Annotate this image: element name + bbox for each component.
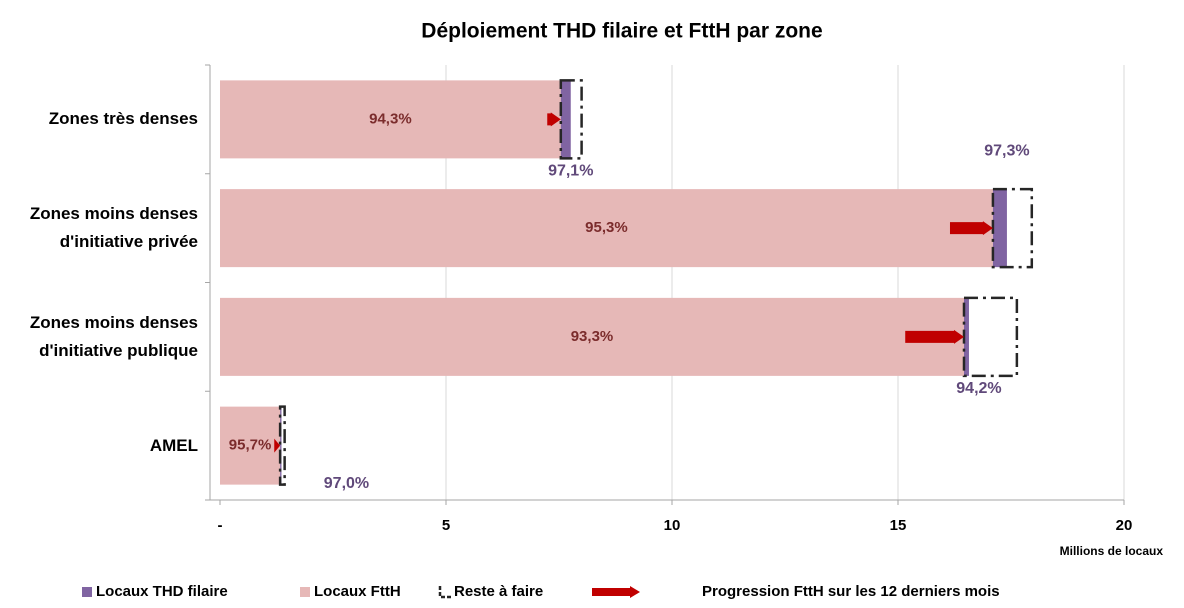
- y-tick-label: Zones moins denses d'initiative publique: [29, 312, 198, 360]
- x-tick-label: -: [218, 517, 223, 534]
- y-tick-label: Zones très denses: [48, 109, 198, 129]
- x-axis-label: Millions de locaux: [1060, 544, 1164, 558]
- legend-label: Progression FttH sur les 12 derniers moi…: [702, 583, 1000, 600]
- ftth-label: 93,3%: [571, 328, 614, 345]
- legend-label: Reste à faire: [454, 583, 543, 600]
- chart-title: Déploiement THD filaire et FttH par zone: [421, 20, 822, 43]
- bar-reste: [559, 79, 583, 160]
- legend-label: Locaux THD filaire: [96, 583, 228, 600]
- legend-icon: [300, 587, 310, 597]
- progression-arrow: [274, 438, 281, 453]
- ftth-label: 95,3%: [585, 219, 628, 236]
- progression-arrow: [905, 329, 964, 344]
- bar-thd: [992, 189, 1007, 268]
- bar-reste: [278, 405, 286, 486]
- y-tick-label: Zones moins denses d'initiative privée: [29, 204, 198, 252]
- x-tick-label: 20: [1116, 517, 1133, 534]
- thd-label: 97,0%: [324, 475, 369, 492]
- legend-icon: [592, 586, 640, 598]
- ftth-label: 95,7%: [229, 437, 272, 454]
- legend-icon: [438, 586, 451, 599]
- thd-label: 97,1%: [548, 163, 593, 180]
- bar-ftth: [220, 406, 281, 485]
- progression-arrow: [949, 221, 993, 236]
- thd-label: 94,2%: [956, 380, 1001, 397]
- y-tick-label: AMEL: [149, 435, 198, 455]
- legend-icon: [82, 587, 92, 597]
- progression-arrow: [547, 112, 561, 127]
- ftth-label: 94,3%: [369, 110, 412, 127]
- bar-ftth: [220, 189, 993, 268]
- bar-ftth: [220, 80, 561, 159]
- x-tick-label: 15: [890, 517, 907, 534]
- x-tick-label: 10: [664, 517, 681, 534]
- x-tick-label: 5: [442, 517, 450, 534]
- thd-label: 97,3%: [984, 142, 1029, 159]
- bar-reste: [962, 296, 1019, 378]
- legend-label: Locaux FttH: [314, 583, 401, 600]
- bar-thd: [560, 80, 571, 159]
- bar-thd: [963, 297, 969, 376]
- bar-thd: [280, 406, 282, 485]
- bar-ftth: [220, 297, 964, 376]
